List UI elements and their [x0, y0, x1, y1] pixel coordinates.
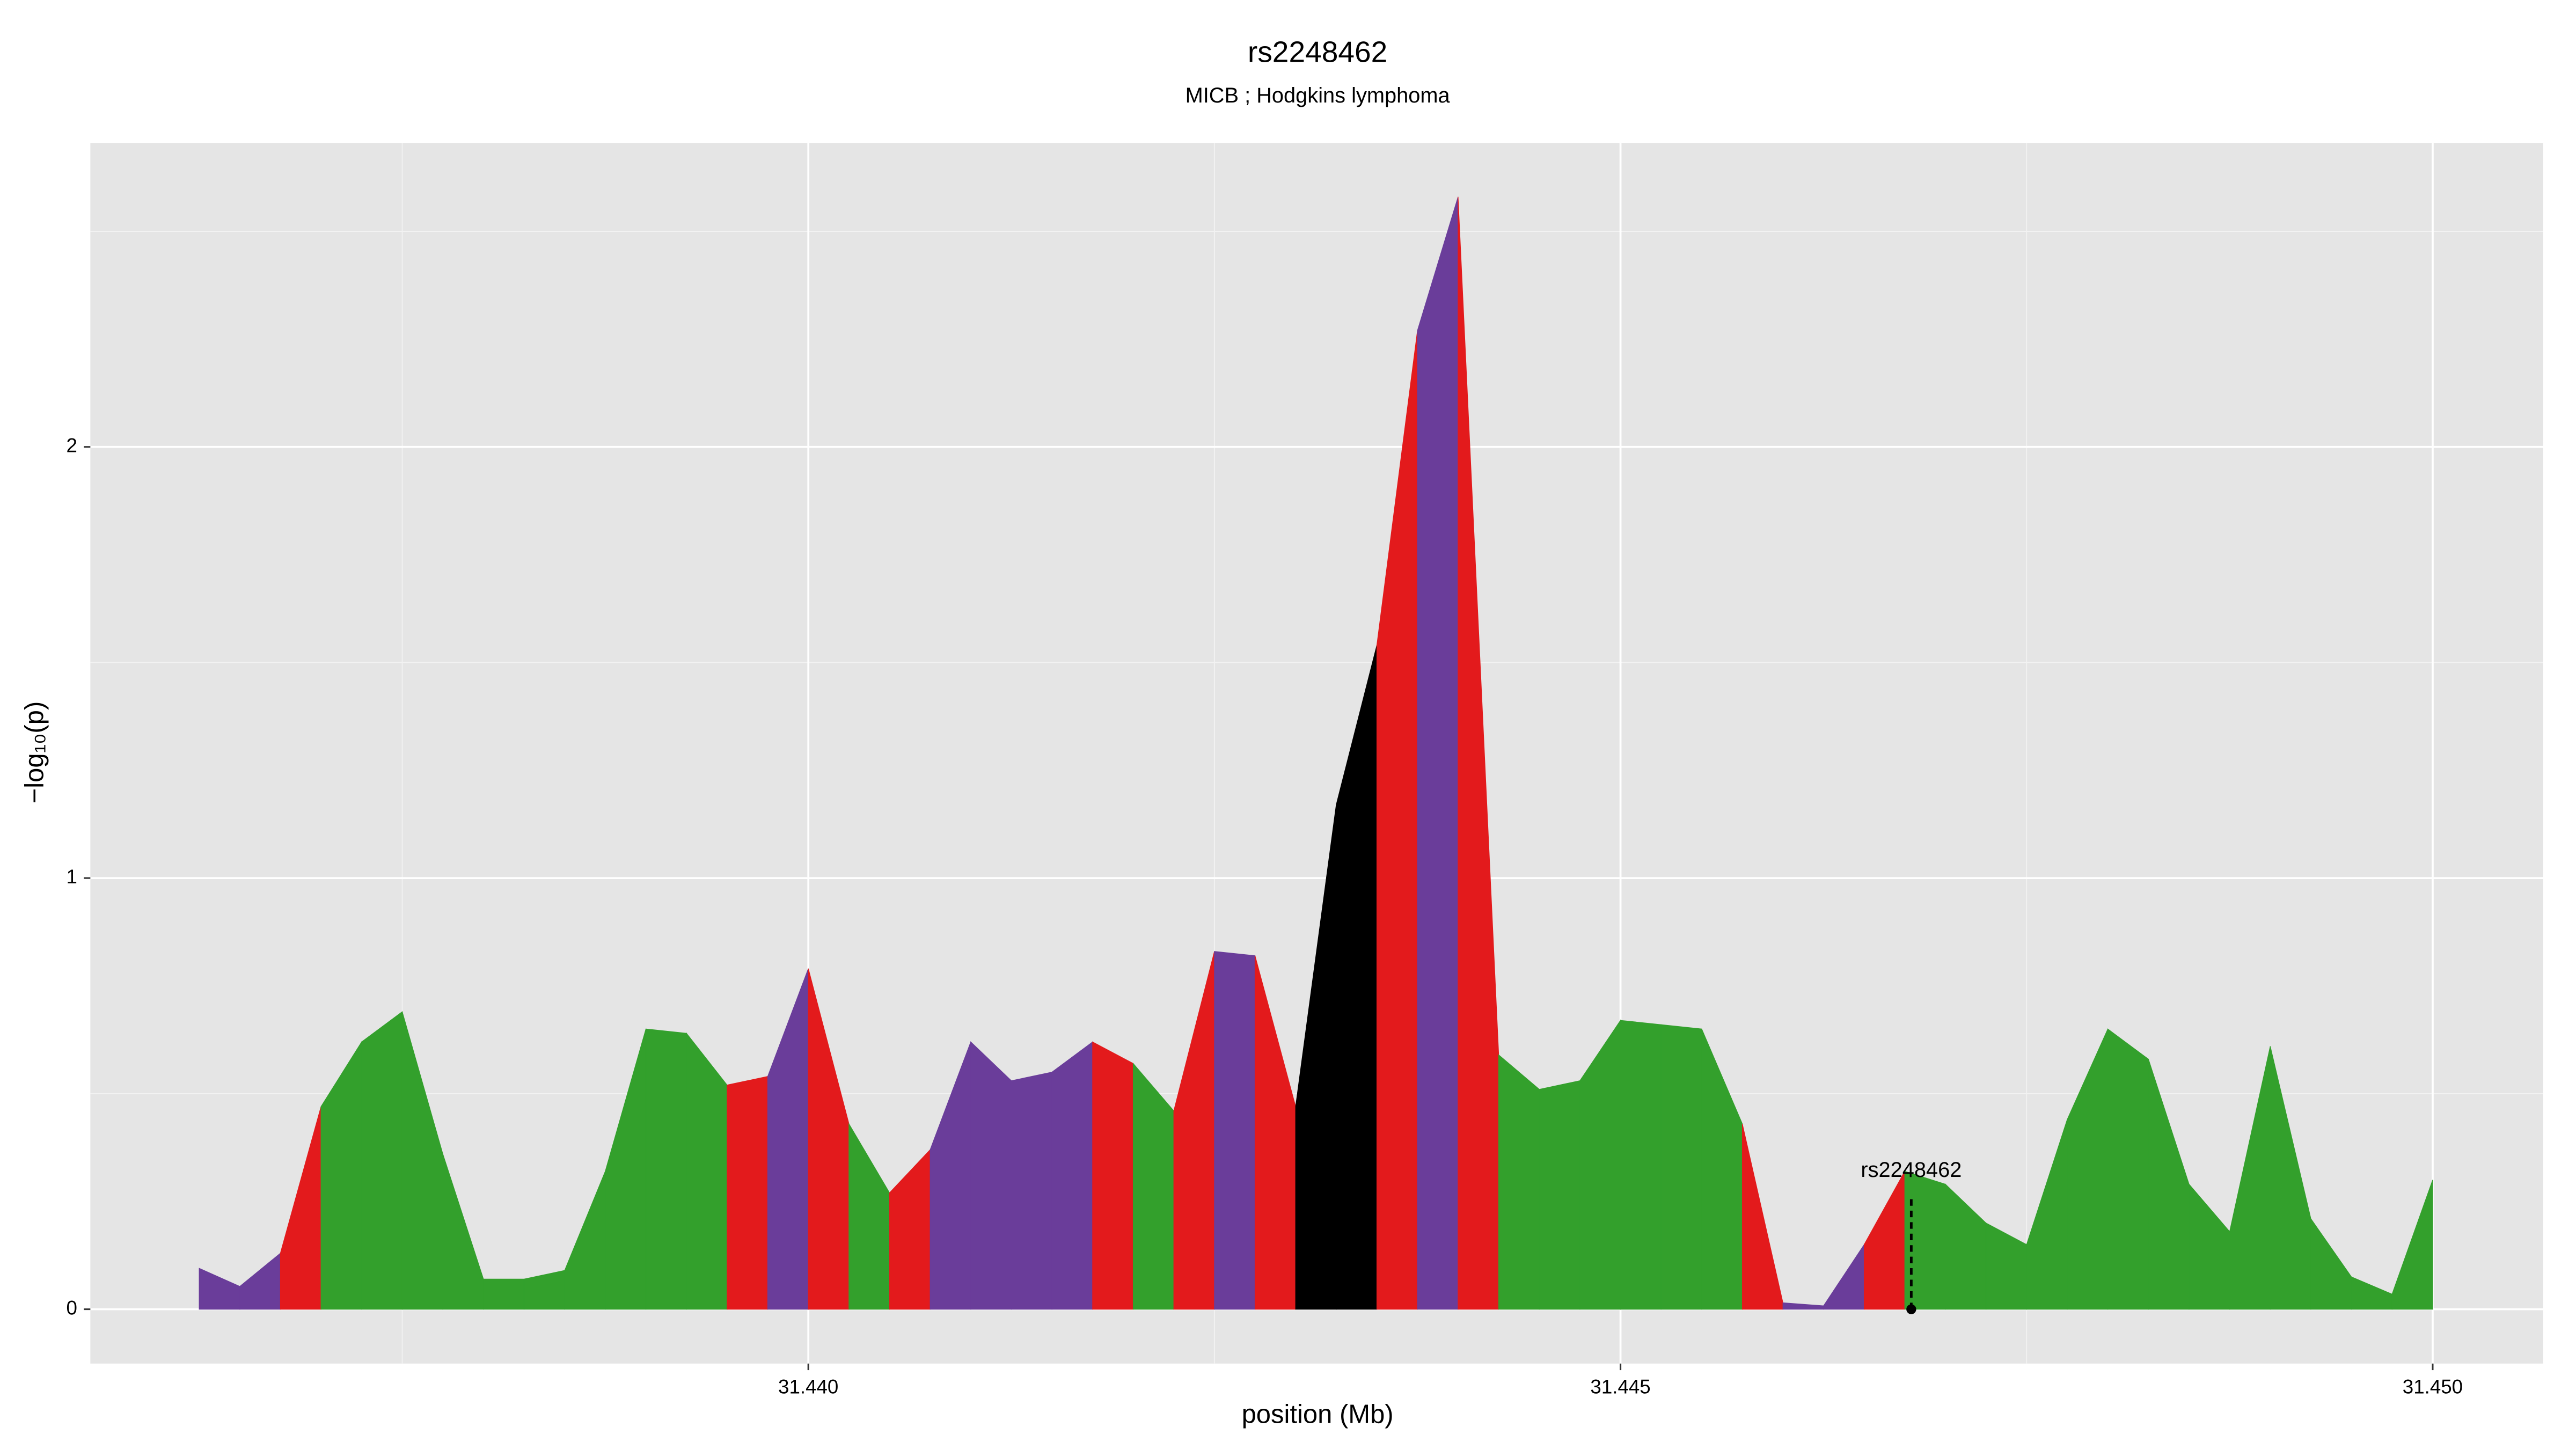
area-segment [1417, 196, 1459, 1310]
y-tick-label: 1 [66, 866, 77, 888]
area-segment [1539, 1080, 1580, 1310]
y-tick-label: 2 [66, 434, 77, 456]
x-tick-label: 31.445 [1590, 1375, 1650, 1397]
area-segment [483, 1278, 525, 1310]
y-tick-label: 0 [66, 1297, 77, 1319]
y-axis-label: −log₁₀(p) [20, 701, 49, 804]
area-segment [1214, 951, 1256, 1310]
area-segment [727, 1075, 769, 1310]
area-segment [1011, 1071, 1052, 1310]
area-segment [1498, 1054, 1540, 1310]
chart-title: rs2248462 [1248, 35, 1387, 69]
area-segment [1620, 1020, 1662, 1310]
area-segment [1904, 1170, 1946, 1310]
area-segment [1092, 1041, 1134, 1310]
area-segment [361, 1011, 403, 1310]
area-segment [2107, 1028, 2149, 1310]
x-axis-label: position (Mb) [1242, 1400, 1394, 1429]
area-segment [1660, 1024, 1702, 1310]
chart-subtitle: MICB ; Hodgkins lymphoma [1185, 84, 1451, 107]
area-segment [1051, 1041, 1093, 1310]
x-tick-label: 31.450 [2403, 1375, 2463, 1397]
x-tick-label: 31.440 [778, 1375, 838, 1397]
area-segment [645, 1028, 687, 1310]
area-segment [2391, 1180, 2433, 1310]
area-segment [970, 1041, 1012, 1310]
annotation-label: rs2248462 [1861, 1158, 1962, 1182]
annotation-point [1906, 1304, 1916, 1314]
